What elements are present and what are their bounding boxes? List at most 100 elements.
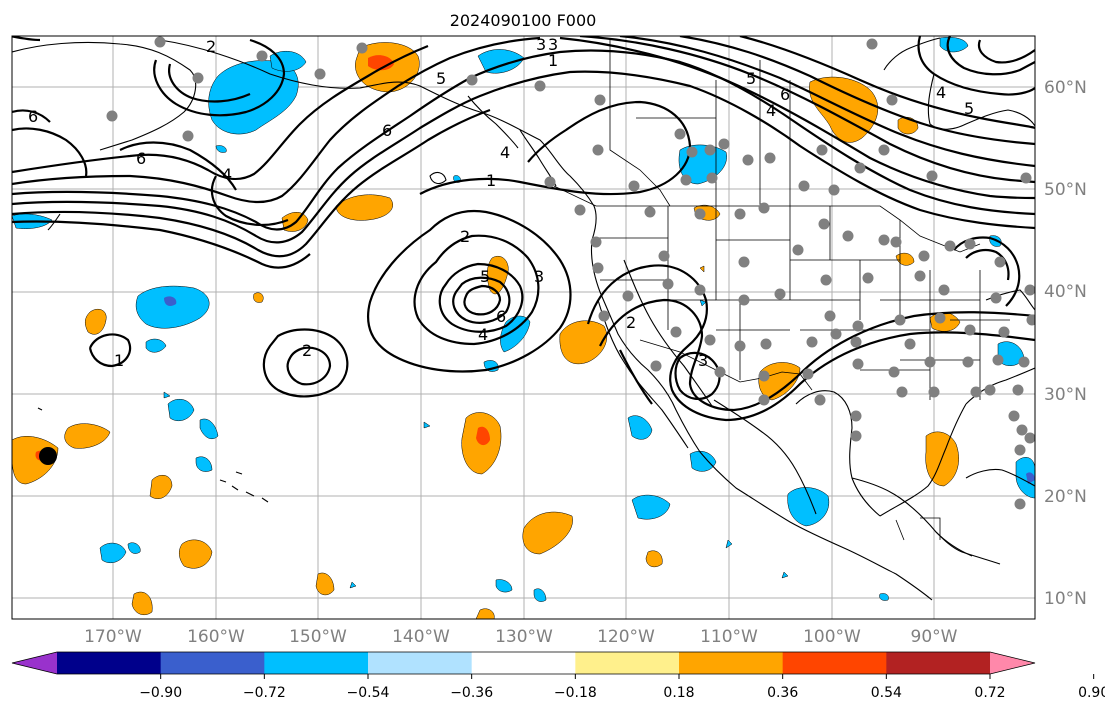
station-marker xyxy=(738,294,750,306)
lon-label: 120°W xyxy=(597,627,655,647)
station-marker xyxy=(814,394,826,406)
contour-label: 2 xyxy=(460,227,470,246)
station-marker xyxy=(806,336,818,348)
station-marker xyxy=(466,74,478,86)
contour-label: 3 xyxy=(536,35,546,54)
station-marker xyxy=(816,144,828,156)
station-marker xyxy=(1016,424,1028,436)
station-marker xyxy=(758,202,770,214)
lat-label: 20°N xyxy=(1044,487,1087,507)
lon-label: 90°W xyxy=(911,627,958,647)
station-marker xyxy=(894,314,906,326)
station-marker xyxy=(256,50,268,62)
station-marker xyxy=(1026,314,1035,326)
colorbar-tick-label: −0.54 xyxy=(347,685,390,701)
colorbar-tick-label: −0.90 xyxy=(139,685,182,701)
lat-label: 50°N xyxy=(1044,180,1087,200)
station-marker xyxy=(314,68,326,80)
lon-label: 140°W xyxy=(392,627,450,647)
station-marker xyxy=(818,218,830,230)
station-marker xyxy=(890,236,902,248)
station-marker xyxy=(852,320,864,332)
station-marker xyxy=(1014,498,1026,510)
latitude-labels: 60°N 50°N 40°N 30°N 20°N 10°N xyxy=(1044,78,1087,609)
strong-negative-shading xyxy=(164,296,1035,484)
station-marker xyxy=(802,368,814,380)
station-marker xyxy=(994,256,1006,268)
lon-label: 150°W xyxy=(289,627,347,647)
strong-positive-shading xyxy=(35,55,490,461)
colorbar-tick-label: 0.36 xyxy=(767,685,798,701)
station-marker xyxy=(1014,444,1026,456)
height-contours xyxy=(12,36,1035,422)
contour-label: 4 xyxy=(478,325,488,344)
station-marker xyxy=(592,262,604,274)
lon-label: 130°W xyxy=(495,627,553,647)
station-marker xyxy=(670,326,682,338)
colorbar-segment xyxy=(886,652,991,674)
station-markers xyxy=(106,36,1035,510)
station-marker xyxy=(944,240,956,252)
station-marker xyxy=(842,230,854,242)
station-marker xyxy=(798,180,810,192)
colorbar-tick-label: −0.36 xyxy=(450,685,493,701)
colorbar-segment xyxy=(160,652,265,674)
station-marker xyxy=(764,152,776,164)
station-marker xyxy=(704,334,716,346)
station-marker xyxy=(594,94,606,106)
station-marker xyxy=(192,72,204,84)
colorbar-segment xyxy=(679,652,784,674)
station-marker xyxy=(854,162,866,174)
station-marker xyxy=(964,238,976,250)
contour-label: 4 xyxy=(936,83,946,102)
contour-label: 4 xyxy=(500,143,510,162)
contour-labels: 1 2 3 4 5 6 4 5 6 2 3 1 2 6 4 5 6 3 4 6 … xyxy=(28,35,974,370)
station-marker xyxy=(544,176,556,188)
colorbar-extend-high xyxy=(990,652,1035,674)
station-marker xyxy=(918,250,930,262)
station-marker xyxy=(622,290,634,302)
colorbar-tick-label: 0.54 xyxy=(871,685,902,701)
lon-label: 160°W xyxy=(187,627,245,647)
station-marker xyxy=(984,384,996,396)
station-marker xyxy=(896,386,908,398)
station-marker xyxy=(1018,356,1030,368)
station-marker xyxy=(704,144,716,156)
station-marker xyxy=(662,278,674,290)
contour-label: 2 xyxy=(302,341,312,360)
station-marker xyxy=(852,358,864,370)
station-marker xyxy=(106,110,118,122)
station-marker xyxy=(1012,384,1024,396)
station-marker xyxy=(926,170,938,182)
station-marker xyxy=(824,310,836,322)
lat-label: 30°N xyxy=(1044,385,1087,405)
colorbar-segment xyxy=(368,652,473,674)
lon-label: 170°W xyxy=(84,627,142,647)
contour-label: 4 xyxy=(222,165,232,184)
station-marker xyxy=(792,244,804,256)
map-title: 2024090100 F000 xyxy=(450,11,597,30)
station-marker xyxy=(1008,410,1020,422)
contour-label: 5 xyxy=(964,99,974,118)
station-marker xyxy=(742,154,754,166)
station-marker xyxy=(534,80,546,92)
station-marker xyxy=(830,328,842,340)
station-marker xyxy=(990,292,1002,304)
contour-label: 1 xyxy=(114,351,124,370)
station-marker xyxy=(850,336,862,348)
station-marker xyxy=(934,312,946,324)
station-marker xyxy=(962,356,974,368)
contour-label: 6 xyxy=(382,121,392,140)
colorbar-extend-low xyxy=(12,652,57,674)
station-marker xyxy=(914,270,926,282)
contour-label: 1 xyxy=(548,51,558,70)
station-marker xyxy=(694,284,706,296)
lon-label: 100°W xyxy=(803,627,861,647)
station-marker xyxy=(964,324,976,336)
storm-center-marker xyxy=(39,447,57,465)
lat-label: 10°N xyxy=(1044,589,1087,609)
station-marker xyxy=(686,146,698,158)
station-marker xyxy=(738,256,750,268)
station-marker xyxy=(734,208,746,220)
